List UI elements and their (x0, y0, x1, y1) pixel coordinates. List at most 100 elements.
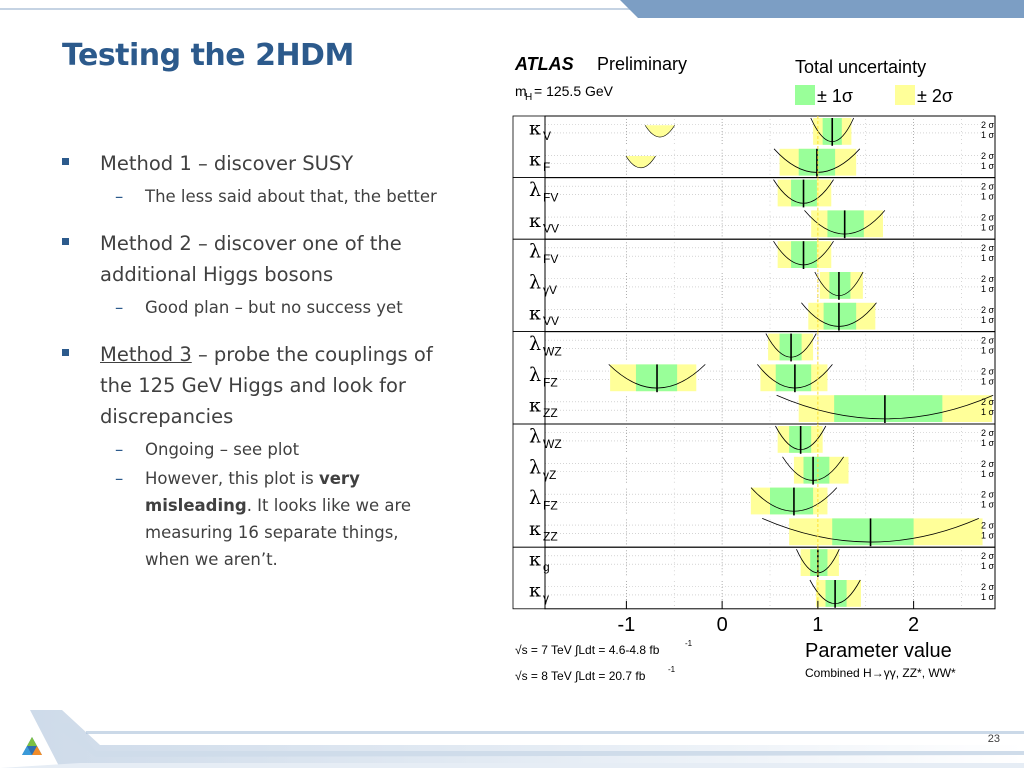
bullet-method-1: Method 1 – discover SUSY (62, 148, 462, 179)
one-sigma-band (810, 549, 828, 576)
sigma-1-label: 1 σ (981, 192, 995, 202)
group-frame (544, 546, 996, 610)
parameter-symbol: κ (529, 302, 541, 324)
secondary-minimum (625, 155, 656, 169)
parameter-symbol: λ (529, 425, 541, 447)
sigma-2-label: 2 σ (981, 212, 995, 222)
parameter-subscript: FV (543, 252, 558, 266)
one-sigma-band (832, 518, 914, 546)
x-tick-label: 0 (717, 614, 728, 636)
sigma-2-label: 2 σ (981, 120, 995, 130)
sub-bullet-text: Ongoing – see plot (145, 440, 300, 459)
bullet-method-3: Method 3 – probe the couplings of the 12… (62, 339, 450, 432)
sigma-1-label: 1 σ (981, 500, 995, 510)
sigma-2-label: 2 σ (981, 397, 995, 407)
sigma-1-label: 1 σ (981, 407, 995, 417)
parameter-symbol: κ (529, 579, 541, 601)
sigma-2-label: 2 σ (981, 520, 995, 530)
sub-bullet-text: However, this plot is (145, 469, 319, 488)
parameter-subscript: V (543, 129, 551, 143)
legend-1sigma-swatch (795, 85, 815, 105)
parameter-subscript: VV (543, 314, 559, 328)
parameter-subscript: WZ (543, 437, 562, 451)
sub-bullet-ongoing: – Ongoing – see plot (100, 436, 445, 463)
legend-1sigma-label: ± 1σ (817, 86, 853, 106)
sub-bullet-method-2: – Good plan – but no success yet (100, 294, 475, 321)
parameter-symbol: λ (529, 179, 541, 201)
one-sigma-band (823, 302, 857, 330)
one-sigma-band (803, 456, 830, 484)
bullet-list: Method 1 – discover SUSY – The less said… (62, 148, 462, 573)
dash-icon: – (115, 440, 124, 459)
preliminary-label: Preliminary (597, 54, 687, 74)
sigma-2-label: 2 σ (981, 490, 995, 500)
parameter-symbol: λ (529, 271, 541, 293)
parameter-symbol: κ (529, 117, 541, 139)
x-axis-label: Parameter value (805, 640, 952, 662)
sigma-2-label: 2 σ (981, 428, 995, 438)
dash-icon: – (115, 187, 124, 206)
parameter-subscript: g (543, 560, 550, 574)
sigma-2-label: 2 σ (981, 243, 995, 253)
coupling-fit-chart: ATLAS Preliminary mH = 125.5 GeV Total unce… (512, 54, 996, 683)
bullet-method-2: Method 2 – discover one of the additiona… (62, 228, 462, 290)
sigma-1-label: 1 σ (981, 315, 995, 325)
sigma-1-label: 1 σ (981, 561, 995, 571)
sigma-1-label: 1 σ (981, 253, 995, 263)
slide-top-band (0, 0, 1024, 18)
sigma-1-label: 1 σ (981, 284, 995, 294)
parameter-symbol: κ (529, 518, 541, 540)
legend-title: Total uncertainty (795, 57, 926, 77)
parameter-subscript: γV (543, 283, 557, 297)
mass-subscript: H (525, 92, 532, 103)
parameter-symbol: κ (529, 549, 541, 571)
sigma-1-label: 1 σ (981, 592, 995, 602)
sub-bullet-text: . It looks like we are measuring 16 sepa… (145, 496, 412, 569)
sigma-2-label: 2 σ (981, 582, 995, 592)
sigma-2-label: 2 σ (981, 551, 995, 561)
bullet-square-icon (62, 238, 69, 245)
emphasis-text: very misleading (145, 469, 360, 515)
sigma-1-label: 1 σ (981, 438, 995, 448)
parameter-subscript: γZ (543, 468, 556, 482)
group-frame (544, 115, 996, 179)
parameter-subscript: F (543, 160, 550, 174)
sigma-2-label: 2 σ (981, 336, 995, 346)
sigma-1-label: 1 σ (981, 222, 995, 232)
lumi-8tev-label: √s = 8 TeV ∫Ldt = 20.7 fb (515, 669, 646, 683)
sub-bullet-misleading: – However, this plot is very misleading.… (100, 465, 445, 573)
atlas-label: ATLAS (514, 54, 574, 74)
parameter-subscript: γ (543, 591, 549, 605)
legend-2sigma-swatch (895, 85, 915, 105)
one-sigma-band (834, 395, 943, 422)
parameter-symbol: κ (529, 210, 541, 232)
sub-bullet-text: The less said about that, the better (145, 187, 437, 206)
group-label-frame (512, 546, 546, 610)
one-sigma-band (825, 580, 847, 607)
sigma-2-label: 2 σ (981, 459, 995, 469)
x-tick-label: 2 (908, 614, 919, 636)
sigma-2-label: 2 σ (981, 182, 995, 192)
parameter-subscript: FZ (543, 499, 558, 513)
method-3-link[interactable]: Method 3 (100, 343, 192, 366)
one-sigma-band (829, 272, 851, 299)
x-tick-label: 1 (812, 614, 823, 636)
parameter-symbol: λ (529, 333, 541, 355)
sigma-1-label: 1 σ (981, 530, 995, 540)
page-number: 23 (987, 733, 1000, 745)
parameter-subscript: FZ (543, 375, 558, 389)
sigma-2-label: 2 σ (981, 151, 995, 161)
bullet-text: – probe the couplings of the 125 GeV Hig… (100, 343, 433, 428)
bullet-text: Method 1 – discover SUSY (100, 152, 354, 175)
x-tick-label: -1 (617, 614, 635, 636)
sigma-2-label: 2 σ (981, 274, 995, 284)
sigma-1-label: 1 σ (981, 376, 995, 386)
bullet-square-icon (62, 349, 69, 356)
lumi-8tev-superscript: -1 (668, 665, 676, 674)
parameter-symbol: λ (529, 487, 541, 509)
parameter-subscript: ZZ (543, 529, 558, 543)
sigma-1-label: 1 σ (981, 469, 995, 479)
slide-bottom-band (0, 710, 1024, 768)
parameter-symbol: λ (529, 456, 541, 478)
one-sigma-band-second (775, 364, 812, 392)
